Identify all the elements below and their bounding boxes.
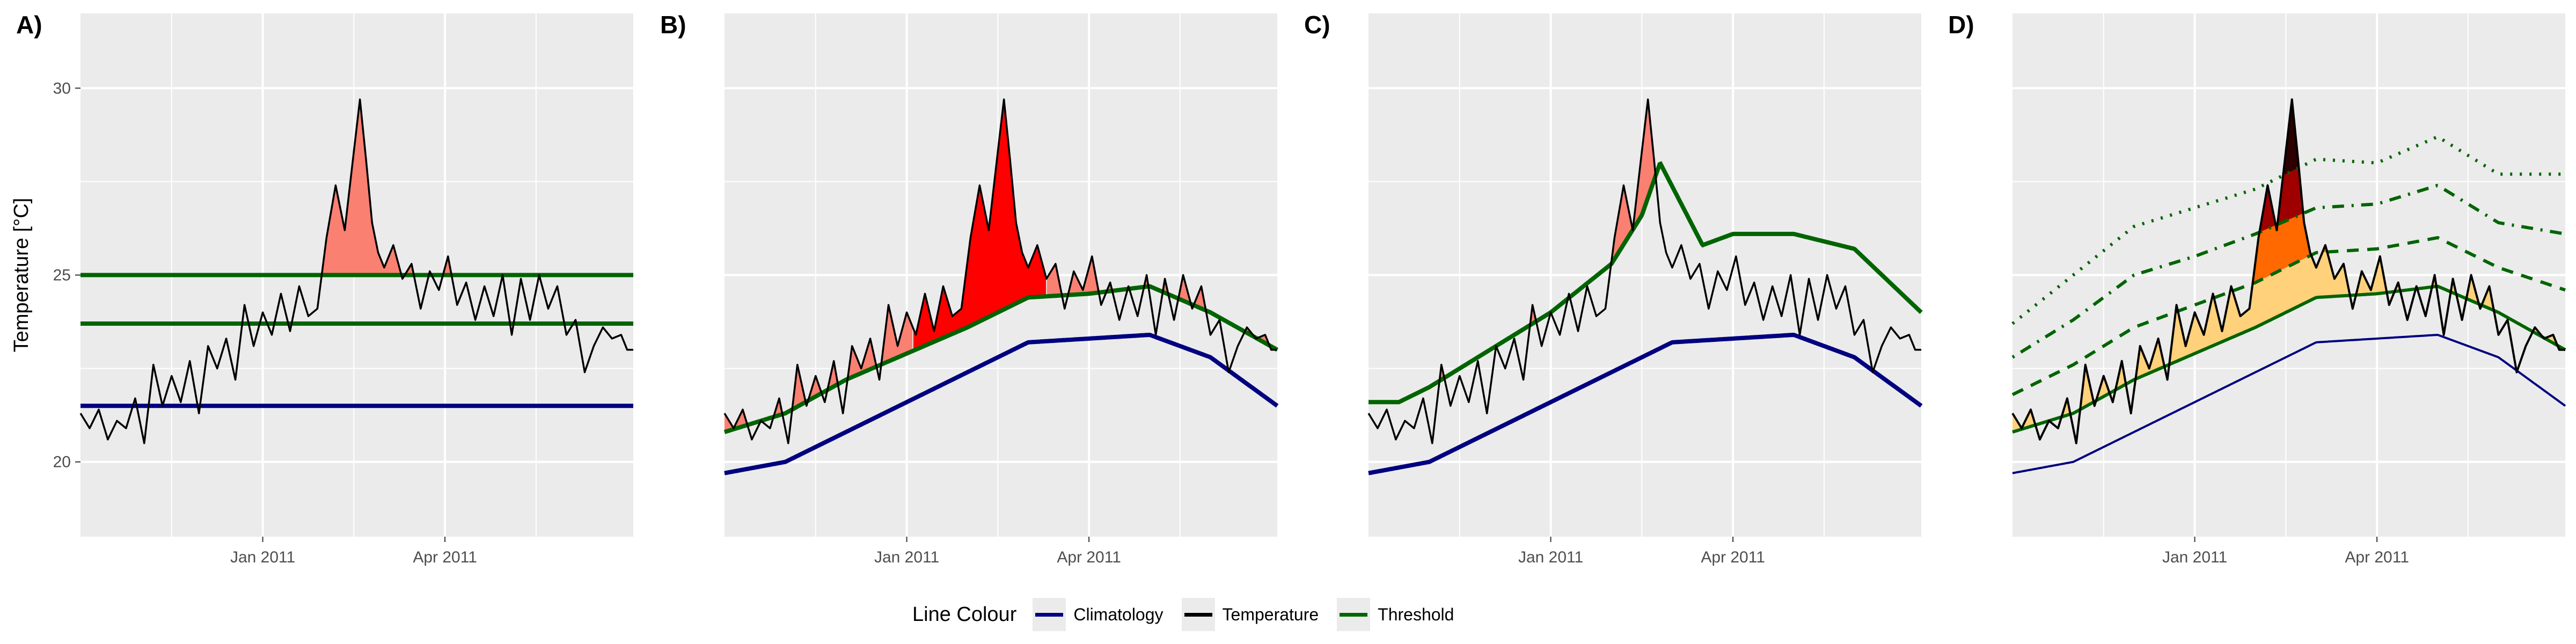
threshold-line	[1368, 161, 1923, 405]
climatology-line	[1368, 332, 1923, 475]
y-tick-label: 20	[53, 453, 71, 471]
event-fill-main	[913, 101, 1046, 351]
panel-label: D)	[1948, 11, 1974, 39]
climatology-line	[724, 332, 1279, 475]
temperature-line	[2011, 98, 2565, 444]
panel-c: Jan 2011 Apr 2011 C)	[1304, 11, 1923, 566]
threshold-line	[2011, 135, 2565, 325]
event-fill	[321, 101, 401, 275]
legend-label-climatology: Climatology	[1073, 604, 1163, 624]
category-fill-moderate	[2356, 257, 2387, 295]
x-tick-label: Apr 2011	[1701, 548, 1765, 566]
category-fill-severe	[2278, 168, 2303, 224]
x-tick-label: Apr 2011	[2345, 548, 2409, 566]
x-tick-label: Apr 2011	[413, 548, 477, 566]
x-tick-label: Jan 2011	[230, 548, 295, 566]
y-axis-title: Temperature [°C]	[10, 198, 33, 353]
threshold-line	[2011, 236, 2566, 397]
legend: Line Colour Climatology Temperature Thre…	[912, 596, 1472, 633]
category-fill-strong	[2253, 214, 2311, 284]
panel-b: Jan 2011 Apr 2011 B)	[660, 11, 1279, 566]
legend-label-threshold: Threshold	[1378, 604, 1454, 624]
climatology-line	[2012, 333, 2566, 474]
event-fill	[793, 365, 806, 409]
legend-label-temperature: Temperature	[1222, 604, 1319, 624]
legend-title: Line Colour	[912, 603, 1017, 626]
x-tick-label: Jan 2011	[874, 548, 939, 566]
event-fill	[443, 257, 451, 275]
category-fill-moderate	[2170, 252, 2350, 364]
legend-key-threshold	[1337, 598, 1371, 631]
threshold-line	[723, 284, 1279, 434]
x-tick-label: Jan 2011	[2162, 548, 2227, 566]
panel-a: Jan 2011 Apr 2011 20 25 30 Temperature [°C] A)	[10, 11, 633, 566]
category-fill-severe	[2260, 186, 2275, 232]
temperature-line	[723, 98, 1277, 444]
legend-key-climatology	[1033, 598, 1066, 631]
temperature-line	[79, 98, 633, 444]
panel-label: A)	[16, 11, 42, 39]
threshold-line	[2012, 284, 2566, 434]
event-fill	[1612, 101, 1655, 264]
threshold-line	[2011, 184, 2566, 359]
panel-label: C)	[1304, 11, 1330, 39]
event-fill	[1068, 257, 1099, 295]
panel-label: B)	[660, 11, 686, 39]
legend-key-temperature	[1181, 598, 1215, 631]
panel-d: Jan 2011 Apr 2011 D)	[1948, 11, 2566, 566]
x-tick-label: Jan 2011	[1518, 548, 1583, 566]
temperature-line	[1367, 98, 1921, 444]
x-tick-label: Apr 2011	[1057, 548, 1121, 566]
category-fill-moderate	[2081, 365, 2094, 409]
y-tick-label: 25	[53, 267, 71, 284]
event-fill	[1531, 305, 1535, 325]
category-fill-extreme	[2283, 101, 2299, 175]
y-tick-label: 30	[53, 79, 71, 97]
